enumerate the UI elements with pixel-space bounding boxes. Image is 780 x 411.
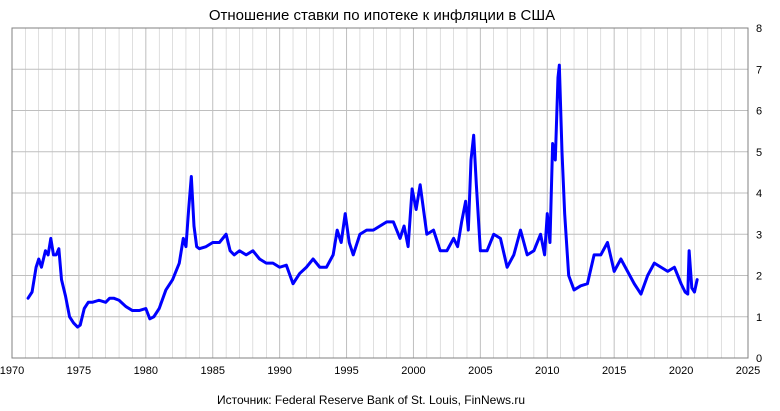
y-tick-label: 4 bbox=[756, 188, 762, 200]
y-tick-label: 1 bbox=[756, 312, 762, 324]
y-tick-label: 6 bbox=[756, 106, 762, 118]
plot-area-border bbox=[11, 27, 749, 359]
grid-lines bbox=[11, 27, 749, 359]
x-tick-label: 2020 bbox=[669, 365, 693, 377]
source-note: Источник: Federal Reserve Bank of St. Lo… bbox=[217, 393, 525, 407]
y-tick-label: 0 bbox=[756, 353, 762, 365]
y-tick-label: 3 bbox=[756, 229, 762, 241]
chart-title: Отношение ставки по ипотеке к инфляции в… bbox=[209, 7, 555, 24]
y-tick-label: 5 bbox=[756, 147, 762, 159]
x-tick-label: 2025 bbox=[736, 365, 760, 377]
x-tick-label: 2000 bbox=[401, 365, 425, 377]
y-axis-tick-labels: 0 1 2 3 4 5 6 7 8 bbox=[756, 23, 762, 365]
x-tick-label: 1980 bbox=[134, 365, 158, 377]
y-tick-label: 2 bbox=[756, 271, 762, 283]
x-tick-label: 1995 bbox=[334, 365, 358, 377]
x-tick-label: 1985 bbox=[200, 365, 224, 377]
x-tick-label: 1975 bbox=[67, 365, 91, 377]
y-tick-label: 8 bbox=[756, 23, 762, 35]
x-tick-label: 1990 bbox=[267, 365, 291, 377]
x-tick-label: 1970 bbox=[0, 365, 24, 377]
series-line bbox=[26, 63, 699, 329]
x-tick-label: 2015 bbox=[602, 365, 626, 377]
x-tick-label: 2005 bbox=[468, 365, 492, 377]
x-axis-tick-labels: 1970 1975 1980 1985 1990 1995 2000 2005 2010 2015… bbox=[0, 365, 760, 377]
y-tick-label: 7 bbox=[756, 64, 762, 76]
x-tick-label: 2010 bbox=[535, 365, 559, 377]
